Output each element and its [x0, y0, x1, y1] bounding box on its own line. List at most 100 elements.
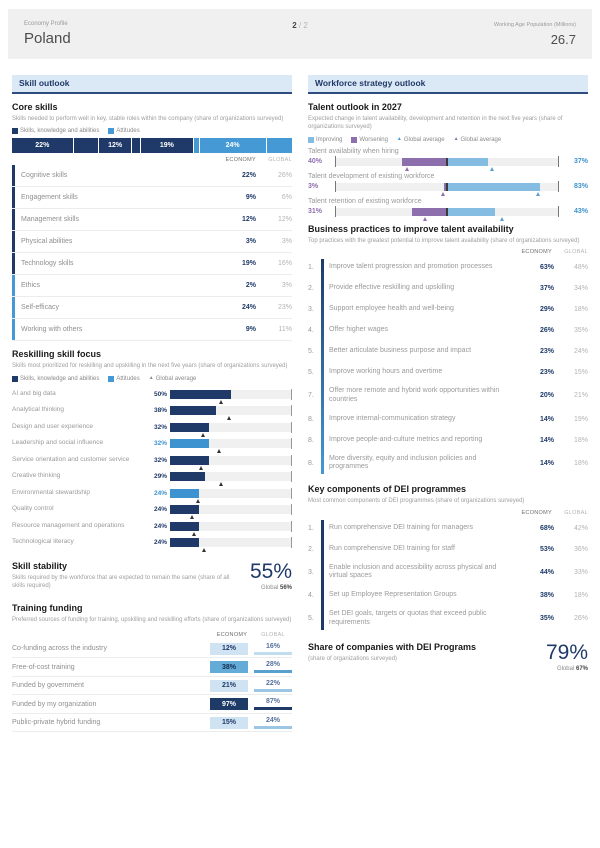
- list-item: 3. Support employee health and well-being…: [308, 299, 588, 320]
- dei-components-list: 1. Run comprehensive DEI training for man…: [308, 518, 588, 632]
- global-value: 12%: [277, 216, 292, 224]
- table-row: Public-private hybrid funding 15% 24%: [12, 714, 292, 733]
- skill-label: Service orientation and customer service: [12, 455, 130, 463]
- funding-label: Funded by my organization: [12, 700, 97, 708]
- global-value: 24%: [254, 717, 292, 729]
- economy-value: 37%: [539, 285, 554, 293]
- legend-label: Skills, knowledge and abilities: [20, 128, 100, 135]
- center-axis: [446, 182, 448, 191]
- list-item: 2. Run comprehensive DEI training for sta…: [308, 539, 588, 560]
- center-axis: [446, 207, 448, 216]
- reskilling-subtitle: Skills most prioritized for reskilling a…: [12, 363, 288, 370]
- economy-column-header: ECONOMY: [216, 631, 248, 638]
- global-value: 34%: [573, 285, 588, 293]
- economy-heat-cell: 97%: [210, 698, 248, 711]
- training-funding-title: Training funding: [12, 602, 83, 613]
- dei-components-subtitle: Most common components of DEI programmes…: [308, 498, 525, 505]
- improving-bar: [447, 157, 489, 166]
- rank-strip: [321, 259, 324, 475]
- dei-share-value: 79%: [545, 640, 588, 664]
- rank-number: 8.: [308, 415, 314, 423]
- bar-fill: [170, 422, 210, 432]
- global-average-marker: [535, 192, 540, 197]
- rank-number: 5.: [308, 615, 314, 623]
- legend-label: Attitudes: [116, 375, 140, 382]
- global-value: 18%: [573, 306, 588, 314]
- global-value: 15%: [573, 369, 588, 377]
- component-label: Run comprehensive DEI training for staff: [329, 544, 455, 552]
- economy-value: 26%: [539, 327, 554, 335]
- skill-label: Design and user experience: [12, 422, 93, 430]
- legend-label: Attitudes: [116, 128, 140, 135]
- global-value: 26%: [277, 172, 292, 180]
- bar-fill: [170, 538, 200, 548]
- practice-label: Offer higher wages: [329, 326, 389, 334]
- bar-fill: [170, 521, 200, 531]
- bar-track: [170, 537, 292, 553]
- global-value: 36%: [573, 545, 588, 553]
- attitudes-swatch-icon: [108, 128, 115, 135]
- global-average-marker: [489, 167, 494, 172]
- rank-number: 5.: [308, 369, 314, 377]
- talent-metric-label: Talent development of existing workforce: [308, 172, 435, 180]
- category-strip: [12, 253, 15, 275]
- table-row: Funded by government 21% 22%: [12, 677, 292, 696]
- reskilling-row: Service orientation and customer service…: [12, 452, 292, 470]
- rank-number: 2.: [308, 285, 314, 293]
- rank-number: 2.: [308, 545, 314, 553]
- rank-number: 1.: [308, 524, 314, 532]
- global-average-marker: [189, 515, 194, 520]
- list-item: 3. Enable inclusion and accessibility acr…: [308, 560, 588, 586]
- skill-stability-title: Skill stability: [12, 560, 68, 571]
- business-practices-list: 1. Improve talent progression and promoti…: [308, 257, 588, 476]
- table-row: Engagement skills 9% 6%: [12, 187, 292, 210]
- global-value: 11%: [278, 326, 293, 334]
- business-practices-title: Business practices to improve talent ava…: [308, 223, 514, 234]
- attitudes-swatch-icon: [108, 375, 115, 382]
- talent-metric-label: Talent availability when hiring: [308, 147, 399, 155]
- skill-label: Cognitive skills: [21, 172, 68, 180]
- bar-track: [170, 405, 292, 421]
- rank-number: 8.: [308, 436, 314, 444]
- global-average-marker: [192, 531, 197, 536]
- report-type-label: Economy Profile: [24, 21, 68, 27]
- skill-label: Technological literacy: [12, 538, 74, 546]
- rank-number: 8.: [308, 459, 314, 467]
- global-value: 33%: [573, 568, 588, 576]
- stacked-bar-segment: 24%: [199, 138, 267, 154]
- reskilling-bar-chart: AI and big data 50% Analytical thinking 38…: [12, 386, 292, 553]
- core-skills-legend: Skills, knowledge and abilities Attitude…: [12, 128, 292, 135]
- talent-row: Talent retention of existing workforce 3…: [308, 198, 588, 222]
- skill-label: Creative thinking: [12, 472, 61, 480]
- rank-number: 4.: [308, 592, 314, 600]
- global-value: 28%: [254, 661, 292, 674]
- reskilling-row: Creative thinking 29%: [12, 468, 292, 487]
- improving-value: 83%: [573, 183, 588, 191]
- skill-label: AI and big data: [12, 389, 56, 397]
- category-strip: [12, 319, 15, 341]
- worsening-bar: [412, 207, 447, 216]
- core-skills-title: Core skills: [12, 102, 58, 112]
- table-row: Physical abilities 3% 3%: [12, 231, 292, 254]
- practice-label: Improve internal-communication strategy: [329, 414, 456, 422]
- global-average-marker: [219, 482, 224, 487]
- economy-value: 63%: [539, 264, 554, 272]
- talent-row: Talent development of existing workforce…: [308, 172, 588, 197]
- section-title-workforce-strategy: Workforce strategy outlook: [308, 75, 588, 94]
- skill-label: Leadership and social influence: [12, 439, 104, 447]
- improving-bar: [447, 182, 540, 191]
- economy-heat-cell: 21%: [210, 679, 248, 692]
- improving-swatch-icon: [308, 136, 314, 143]
- global-column-header: GLOBAL: [261, 631, 285, 638]
- bar-fill: [170, 455, 210, 465]
- core-skills-stacked-bar: 22% 12% 19% 24%: [12, 138, 292, 154]
- economy-value: 3%: [245, 238, 256, 246]
- worsening-value: 3%: [308, 183, 319, 191]
- table-row: Free-of-cost training 38% 28%: [12, 658, 292, 677]
- list-item: 4. Offer higher wages 26% 35%: [308, 320, 588, 341]
- economy-value: 38%: [539, 592, 554, 600]
- diverging-bar: [335, 206, 559, 222]
- bar-track: [170, 454, 292, 470]
- economy-title: Poland: [24, 30, 71, 47]
- bar-track: [170, 388, 292, 404]
